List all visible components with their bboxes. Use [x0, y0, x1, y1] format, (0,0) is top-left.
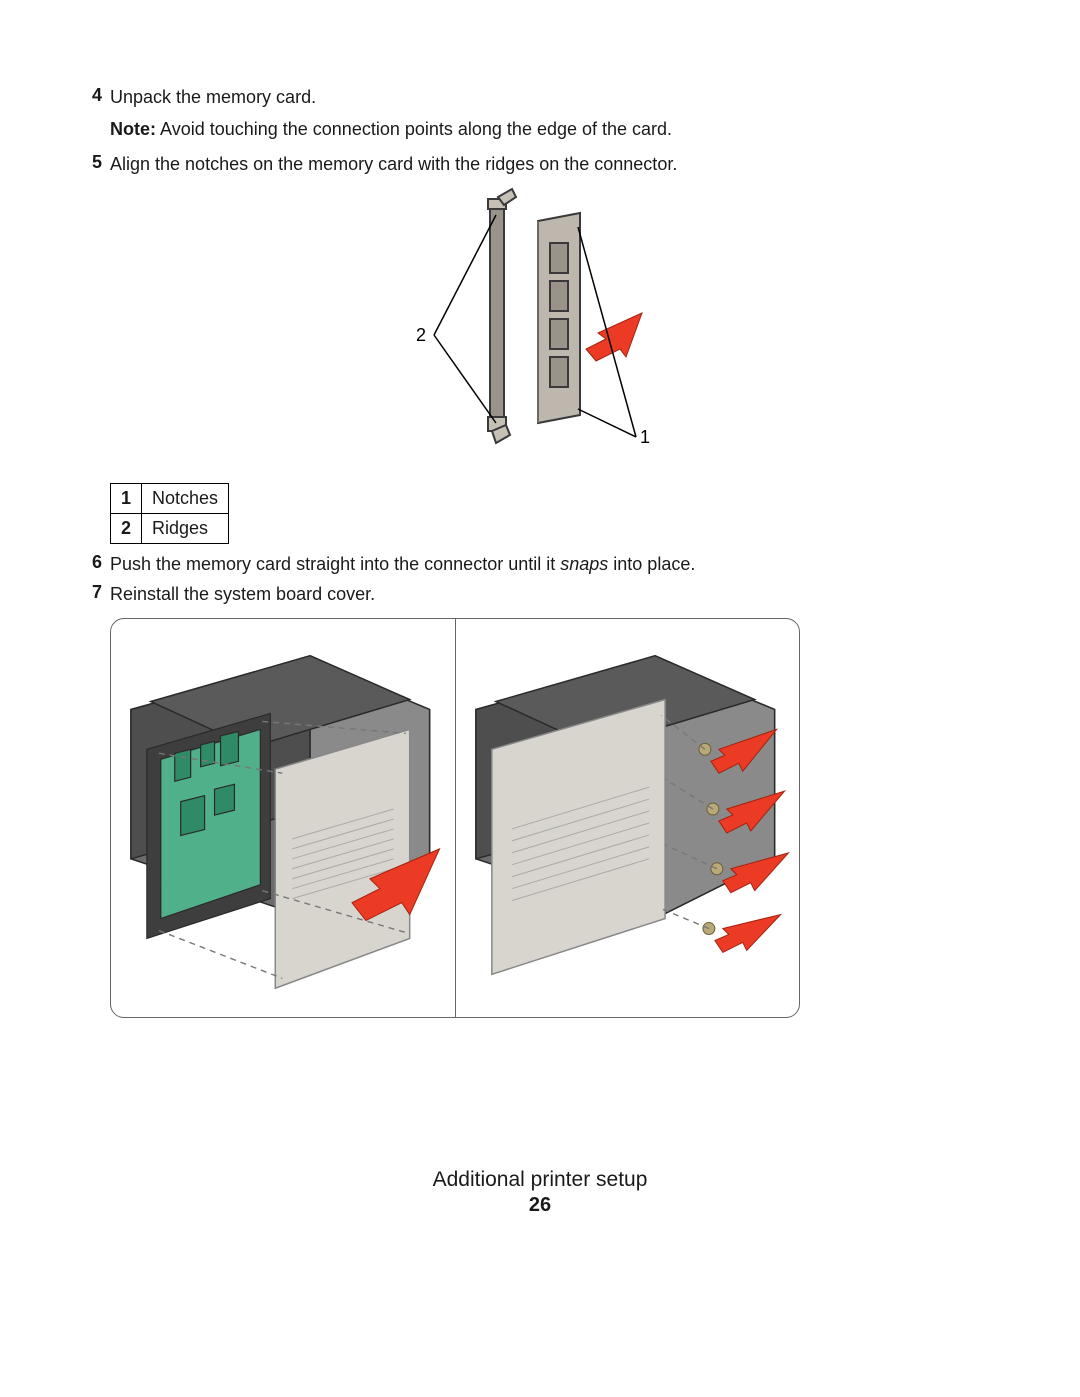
step-4: 4 Unpack the memory card. [78, 85, 1002, 109]
table-row: 2 Ridges [111, 513, 229, 543]
content-area: 4 Unpack the memory card. Note: Avoid to… [78, 85, 1002, 1018]
reinstall-cover-diagram [110, 618, 800, 1018]
memory-card-diagram: 2 1 [410, 185, 670, 465]
step-7: 7 Reinstall the system board cover. [78, 582, 1002, 606]
step-number: 7 [78, 582, 102, 603]
step-text-before: Push the memory card straight into the c… [110, 554, 560, 574]
step-text-after: into place. [608, 554, 695, 574]
step-number: 6 [78, 552, 102, 573]
note-text: Avoid touching the connection points alo… [156, 119, 672, 139]
legend-value: Notches [142, 483, 229, 513]
page-footer: Additional printer setup 26 [0, 1168, 1080, 1217]
callout-1-label: 1 [640, 427, 650, 447]
step-number: 4 [78, 85, 102, 106]
document-page: 4 Unpack the memory card. Note: Avoid to… [0, 0, 1080, 1397]
diagram-panel-left [111, 619, 455, 1017]
step-text: Unpack the memory card. [110, 85, 1002, 109]
footer-section-title: Additional printer setup [0, 1168, 1080, 1192]
callout-2-label: 2 [416, 325, 426, 345]
step-5: 5 Align the notches on the memory card w… [78, 152, 1002, 176]
step-text: Align the notches on the memory card wit… [110, 152, 1002, 176]
table-row: 1 Notches [111, 483, 229, 513]
step-text: Reinstall the system board cover. [110, 582, 1002, 606]
note-label: Note: [110, 119, 156, 139]
step-text-em: snaps [560, 554, 608, 574]
legend-key: 1 [111, 483, 142, 513]
legend-value: Ridges [142, 513, 229, 543]
step-6: 6 Push the memory card straight into the… [78, 552, 1002, 576]
note: Note: Avoid touching the connection poin… [110, 119, 1002, 140]
diagram-panel-right [456, 619, 800, 1017]
legend-key: 2 [111, 513, 142, 543]
step-number: 5 [78, 152, 102, 173]
footer-page-number: 26 [0, 1194, 1080, 1217]
legend-table: 1 Notches 2 Ridges [110, 483, 229, 544]
insert-arrow-icon [586, 313, 642, 361]
step-text: Push the memory card straight into the c… [110, 552, 1002, 576]
